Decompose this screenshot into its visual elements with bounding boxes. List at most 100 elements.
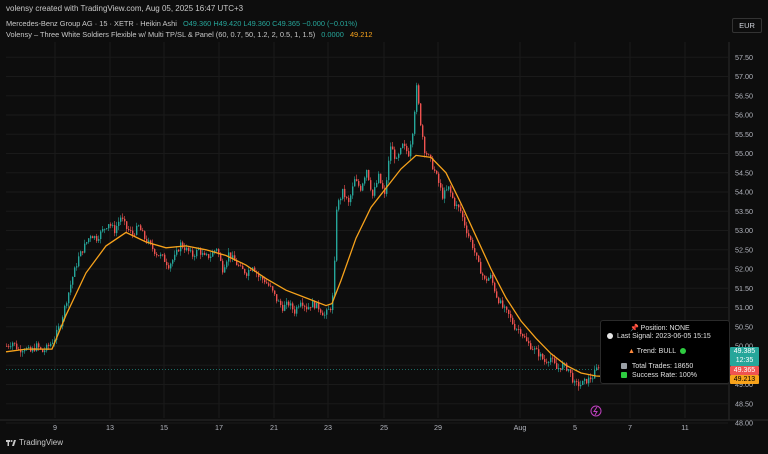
candle — [392, 146, 394, 150]
candle — [486, 278, 488, 281]
candle — [336, 209, 338, 261]
x-tick-label: 23 — [324, 423, 332, 432]
candle — [130, 230, 132, 231]
candle — [176, 249, 178, 255]
candle — [168, 265, 170, 269]
candle — [398, 154, 400, 158]
candle — [394, 149, 396, 159]
candle — [448, 186, 450, 190]
candle — [338, 200, 340, 210]
candle — [250, 270, 252, 271]
candle — [452, 192, 454, 198]
candle — [8, 346, 10, 347]
indicator-value-1: 0.0000 — [321, 30, 344, 39]
candle — [558, 368, 560, 370]
x-tick-label: 7 — [628, 423, 632, 432]
indicator-title[interactable]: Volensy – Three White Soldiers Flexible … — [6, 30, 316, 39]
candle — [330, 308, 332, 311]
candle — [444, 190, 446, 199]
candle — [98, 239, 100, 241]
candle — [402, 143, 404, 149]
candle — [258, 273, 260, 277]
candle — [254, 267, 256, 272]
candle — [120, 217, 122, 222]
candle — [554, 358, 556, 364]
candle — [266, 282, 268, 284]
candle — [334, 260, 336, 296]
candle — [246, 273, 248, 276]
candle — [110, 224, 112, 226]
last-price-value: 49.385 — [733, 348, 756, 355]
candle — [270, 285, 272, 287]
candle — [86, 242, 88, 244]
candle — [286, 301, 288, 305]
y-tick-label: 55.50 — [735, 130, 753, 139]
candle — [598, 367, 600, 369]
candle — [192, 250, 194, 257]
candle — [88, 238, 90, 243]
candle — [352, 186, 354, 196]
y-tick-label: 54.00 — [735, 188, 753, 197]
candle — [410, 144, 412, 157]
candle — [296, 306, 298, 314]
candle — [218, 249, 220, 255]
candle — [440, 182, 442, 188]
candle — [20, 349, 22, 353]
candle — [488, 278, 490, 281]
y-tick-label: 53.50 — [735, 207, 753, 216]
candle — [282, 304, 284, 311]
candle — [124, 218, 126, 222]
candle — [96, 236, 98, 241]
panel-last-signal-row: Last Signal: 2023-06-05 15:15 — [605, 333, 711, 340]
candle — [372, 189, 374, 196]
candle — [22, 351, 24, 353]
candle — [342, 188, 344, 199]
candle — [24, 350, 26, 352]
candle — [514, 323, 516, 330]
ma-line — [5, 154, 603, 377]
low-value: 49.360 — [247, 19, 271, 28]
symbol-title[interactable]: Mercedes-Benz Group AG · 15 · XETR · Hei… — [6, 19, 177, 28]
indicator-value-2: 49.212 — [349, 30, 373, 39]
candle — [366, 170, 368, 178]
candle — [262, 276, 264, 280]
candle — [462, 211, 464, 218]
candle — [418, 85, 420, 104]
candle — [128, 228, 130, 231]
candle — [408, 151, 410, 157]
footer-brand-text: TradingView — [19, 438, 64, 447]
candle — [424, 136, 426, 154]
candle — [310, 306, 312, 308]
y-tick-label: 57.50 — [735, 53, 753, 62]
x-tick-label: 5 — [573, 423, 577, 432]
y-tick-label: 50.50 — [735, 322, 753, 331]
candle — [390, 146, 392, 161]
currency-button[interactable]: EUR — [732, 18, 762, 33]
candle — [108, 224, 110, 229]
candle — [504, 306, 506, 308]
candle — [344, 188, 346, 198]
y-tick-label: 52.00 — [735, 265, 753, 274]
candle — [512, 317, 514, 324]
chart-icon — [621, 363, 627, 370]
candle — [298, 306, 300, 308]
close-value: 49.365 — [277, 19, 301, 28]
candle — [210, 256, 212, 258]
y-tick-label: 54.50 — [735, 168, 753, 177]
panel-total-trades-row: Total Trades: 18650 — [621, 363, 693, 370]
candle — [498, 297, 500, 304]
candle — [368, 170, 370, 181]
candle — [380, 173, 382, 184]
x-tick-label: 29 — [434, 423, 442, 432]
candle — [198, 248, 200, 250]
candle — [426, 153, 428, 155]
candle — [164, 254, 166, 262]
candle — [376, 183, 378, 188]
y-tick-label: 56.00 — [735, 111, 753, 120]
candle — [276, 294, 278, 302]
candle — [10, 346, 12, 348]
candle — [490, 274, 492, 279]
candle — [550, 357, 552, 363]
close-label: C — [272, 19, 278, 28]
